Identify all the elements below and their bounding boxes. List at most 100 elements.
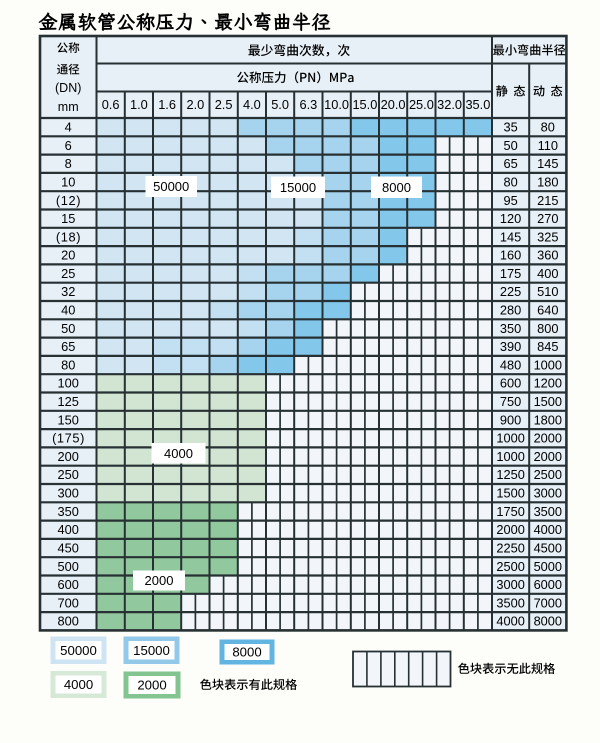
svg-text:600: 600	[58, 577, 79, 592]
svg-text:400: 400	[58, 522, 79, 537]
svg-text:25.0: 25.0	[409, 97, 434, 112]
svg-text:175: 175	[500, 266, 521, 281]
svg-text:2500: 2500	[534, 467, 562, 482]
svg-text:250: 250	[58, 467, 79, 482]
svg-text:350: 350	[500, 321, 521, 336]
svg-text:15000: 15000	[133, 643, 170, 658]
svg-text:10.0: 10.0	[324, 97, 349, 112]
svg-text:1200: 1200	[534, 376, 562, 391]
svg-text:4000: 4000	[534, 522, 562, 537]
svg-text:1500: 1500	[534, 394, 562, 409]
svg-text:15.0: 15.0	[352, 97, 377, 112]
svg-text:1.6: 1.6	[158, 97, 176, 112]
svg-text:160: 160	[500, 248, 521, 263]
svg-text:80: 80	[541, 120, 555, 135]
svg-text:3500: 3500	[534, 504, 562, 519]
svg-text:4000: 4000	[496, 614, 524, 629]
svg-text:mm: mm	[58, 100, 79, 114]
svg-text:325: 325	[537, 229, 558, 244]
svg-text:145: 145	[537, 156, 558, 171]
svg-text:360: 360	[537, 248, 558, 263]
svg-text:2000: 2000	[534, 449, 562, 464]
svg-text:400: 400	[537, 266, 558, 281]
svg-text:800: 800	[58, 614, 79, 629]
svg-text:8000: 8000	[534, 614, 562, 629]
svg-text:32: 32	[61, 284, 75, 299]
svg-text:8000: 8000	[232, 645, 261, 660]
svg-text:750: 750	[500, 394, 521, 409]
svg-text:6.3: 6.3	[300, 97, 318, 112]
svg-text:1750: 1750	[496, 504, 524, 519]
svg-text:20.0: 20.0	[381, 97, 406, 112]
svg-text:450: 450	[58, 541, 79, 556]
svg-text:510: 510	[537, 284, 558, 299]
svg-text:480: 480	[500, 357, 521, 372]
svg-text:1.0: 1.0	[130, 97, 148, 112]
svg-text:3000: 3000	[534, 486, 562, 501]
svg-text:125: 125	[58, 394, 79, 409]
svg-text:640: 640	[537, 303, 558, 318]
svg-text:50000: 50000	[60, 643, 97, 658]
svg-text:6: 6	[65, 138, 72, 153]
svg-text:2000: 2000	[534, 431, 562, 446]
svg-text:4000: 4000	[64, 677, 93, 692]
svg-text:900: 900	[500, 412, 521, 427]
svg-text:5000: 5000	[534, 559, 562, 574]
svg-text:180: 180	[537, 175, 558, 190]
svg-text:1000: 1000	[496, 431, 524, 446]
svg-text:2000: 2000	[496, 522, 524, 537]
svg-text:95: 95	[503, 193, 517, 208]
svg-text:8: 8	[65, 156, 72, 171]
svg-text:80: 80	[503, 175, 517, 190]
svg-text:390: 390	[500, 339, 521, 354]
svg-text:(DN): (DN)	[55, 81, 81, 95]
svg-text:800: 800	[537, 321, 558, 336]
svg-text:3500: 3500	[496, 595, 524, 610]
svg-text:300: 300	[58, 486, 79, 501]
svg-text:2.5: 2.5	[215, 97, 233, 112]
svg-text:2.0: 2.0	[187, 97, 205, 112]
svg-text:65: 65	[503, 156, 517, 171]
svg-text:0.6: 0.6	[102, 97, 120, 112]
svg-text:80: 80	[61, 357, 75, 372]
svg-text:845: 845	[537, 339, 558, 354]
svg-text:200: 200	[58, 449, 79, 464]
svg-text:4000: 4000	[164, 446, 193, 461]
svg-text:2000: 2000	[145, 573, 174, 588]
svg-text:65: 65	[61, 339, 75, 354]
svg-text:700: 700	[58, 595, 79, 610]
svg-text:32.0: 32.0	[437, 97, 462, 112]
svg-text:50: 50	[61, 321, 75, 336]
svg-text:40: 40	[61, 303, 75, 318]
svg-text:20: 20	[61, 248, 75, 263]
svg-text:5.0: 5.0	[271, 97, 289, 112]
svg-text:35: 35	[503, 120, 517, 135]
svg-text:600: 600	[500, 376, 521, 391]
svg-text:35.0: 35.0	[465, 97, 490, 112]
svg-text:10: 10	[61, 175, 75, 190]
svg-text:4.0: 4.0	[243, 97, 261, 112]
svg-text:4: 4	[65, 120, 72, 135]
svg-text:6000: 6000	[534, 577, 562, 592]
svg-text:7000: 7000	[534, 595, 562, 610]
svg-text:8000: 8000	[382, 180, 411, 195]
svg-text:1000: 1000	[534, 357, 562, 372]
svg-text:150: 150	[58, 412, 79, 427]
svg-text:(18): (18)	[56, 229, 81, 244]
svg-text:15: 15	[61, 211, 75, 226]
svg-text:120: 120	[500, 211, 521, 226]
svg-text:2000: 2000	[137, 678, 166, 693]
svg-text:4500: 4500	[534, 541, 562, 556]
svg-text:350: 350	[58, 504, 79, 519]
svg-text:(175): (175)	[52, 431, 85, 446]
svg-text:280: 280	[500, 303, 521, 318]
svg-text:145: 145	[500, 229, 521, 244]
svg-text:270: 270	[537, 211, 558, 226]
svg-text:50: 50	[503, 138, 517, 153]
svg-text:100: 100	[58, 376, 79, 391]
svg-text:1800: 1800	[534, 412, 562, 427]
svg-text:3000: 3000	[496, 577, 524, 592]
svg-text:(12): (12)	[56, 193, 81, 208]
svg-text:2500: 2500	[496, 559, 524, 574]
svg-text:110: 110	[538, 138, 558, 153]
